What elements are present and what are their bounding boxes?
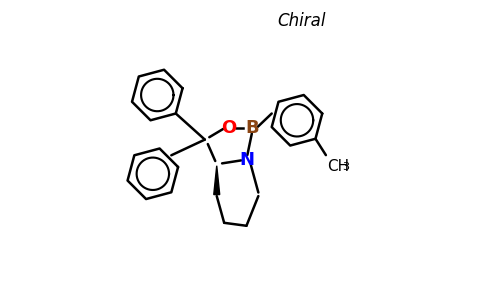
Text: CH: CH <box>327 159 349 174</box>
Polygon shape <box>214 166 220 195</box>
Text: 3: 3 <box>342 162 349 172</box>
Text: O: O <box>221 119 236 137</box>
Text: B: B <box>245 119 259 137</box>
Text: N: N <box>239 152 254 169</box>
Text: Chiral: Chiral <box>277 12 326 30</box>
